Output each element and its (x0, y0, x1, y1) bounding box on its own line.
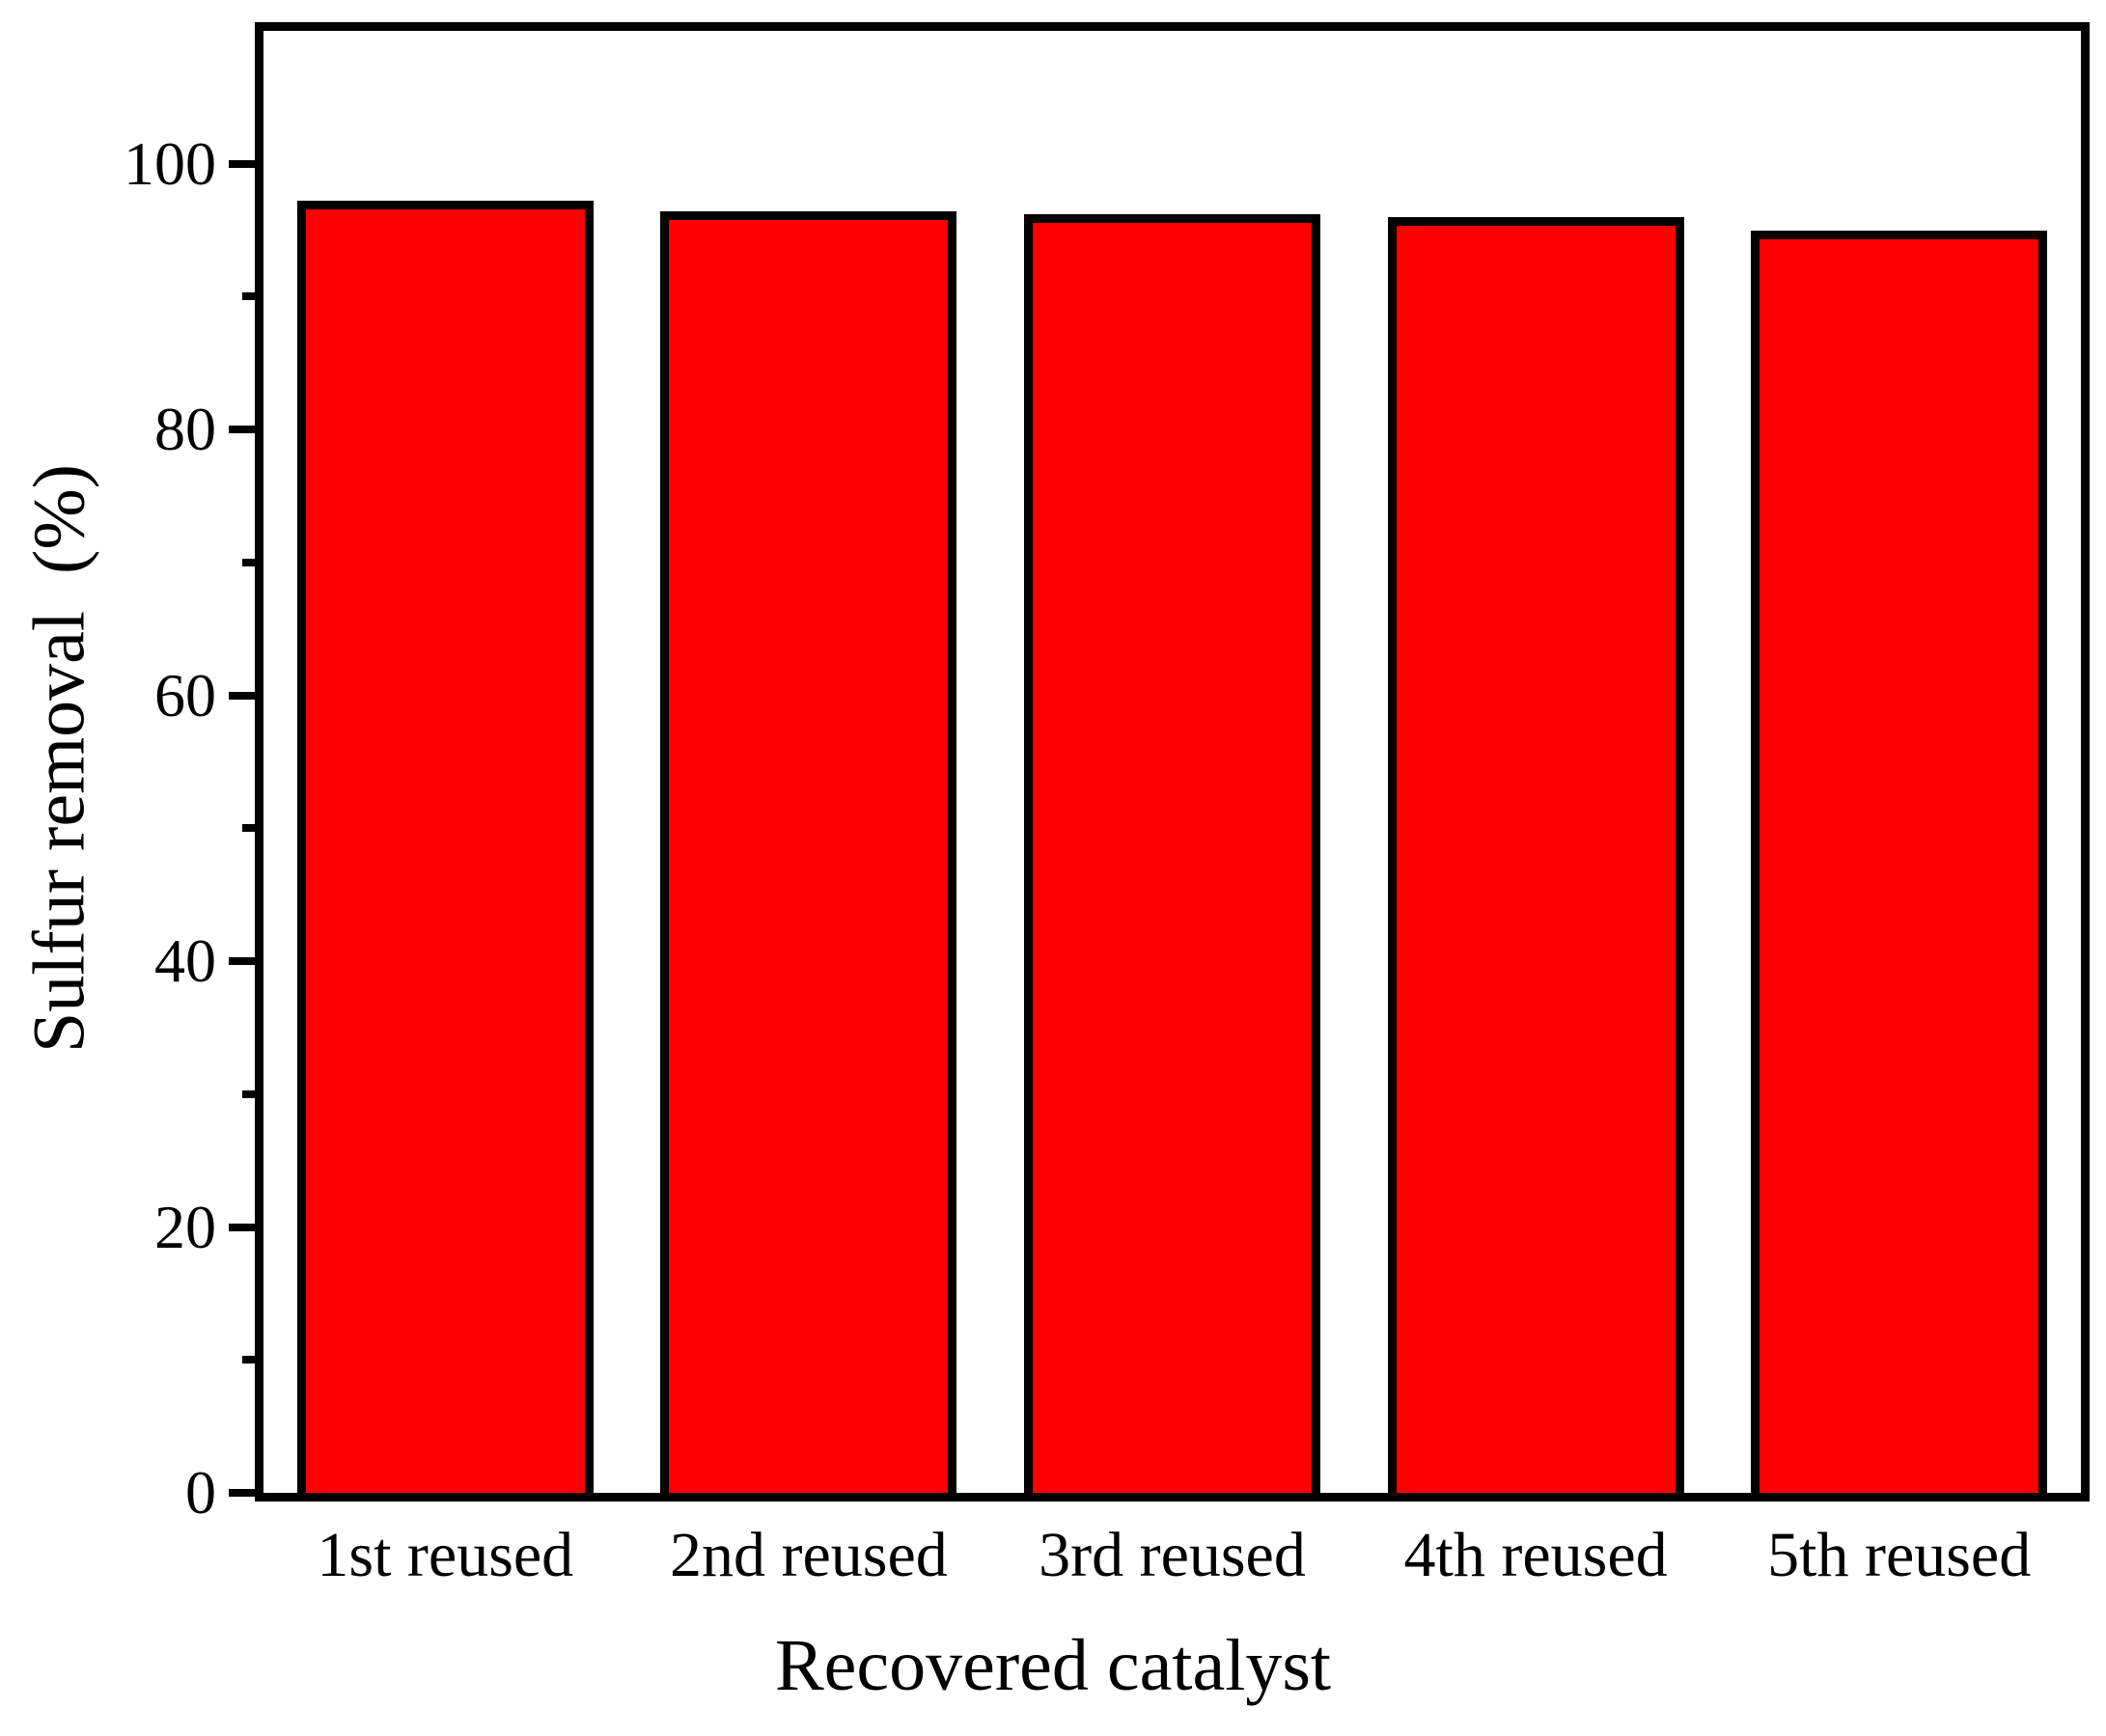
y-axis-tick-label: 100 (124, 128, 216, 198)
y-axis-tick-label: 40 (154, 926, 216, 996)
bar-slot (627, 31, 991, 1493)
y-axis-major-tick (229, 426, 256, 434)
plot-area (255, 22, 2090, 1502)
y-axis-minor-tick (242, 1089, 256, 1098)
y-axis-tick-label: 60 (154, 660, 216, 730)
bar-3rd-reused (1024, 214, 1320, 1493)
y-axis-minor-tick (242, 1356, 256, 1364)
x-axis-category-label: 2nd reused (670, 1520, 948, 1590)
bar-slot (1717, 31, 2081, 1493)
x-axis-category-label: 4th reused (1403, 1520, 1668, 1590)
bar-4th-reused (1387, 216, 1684, 1493)
y-axis-major-tick (229, 691, 256, 700)
bar-slot (263, 31, 627, 1493)
x-axis-category-labels: 1st reused 2nd reused 3rd reused 4th reused… (263, 1517, 2081, 1594)
bar-slot (1354, 31, 1718, 1493)
bars-container (263, 31, 2081, 1493)
y-axis-major-tick (229, 1223, 256, 1231)
y-axis-tick-label: 80 (154, 395, 216, 464)
bar-1st-reused (296, 201, 594, 1493)
y-axis-tick-label: 0 (185, 1458, 216, 1527)
bar-5th-reused (1751, 230, 2048, 1493)
x-axis-category-label: 5th reused (1767, 1520, 2032, 1590)
bar-2nd-reused (660, 211, 957, 1493)
bar-slot (990, 31, 1354, 1493)
y-axis-minor-tick (242, 824, 256, 833)
y-axis-tick-label: 20 (154, 1192, 216, 1261)
y-axis-minor-tick (242, 558, 256, 566)
y-axis-minor-tick (242, 292, 256, 301)
y-axis-major-tick (229, 1489, 256, 1497)
y-axis-major-tick (229, 957, 256, 966)
x-axis-category-label: 3rd reused (1039, 1520, 1306, 1590)
x-axis-category-label: 1st reused (317, 1520, 574, 1590)
x-axis-title: Recovered catalyst (774, 1625, 1332, 1706)
y-axis-major-tick (229, 159, 256, 168)
